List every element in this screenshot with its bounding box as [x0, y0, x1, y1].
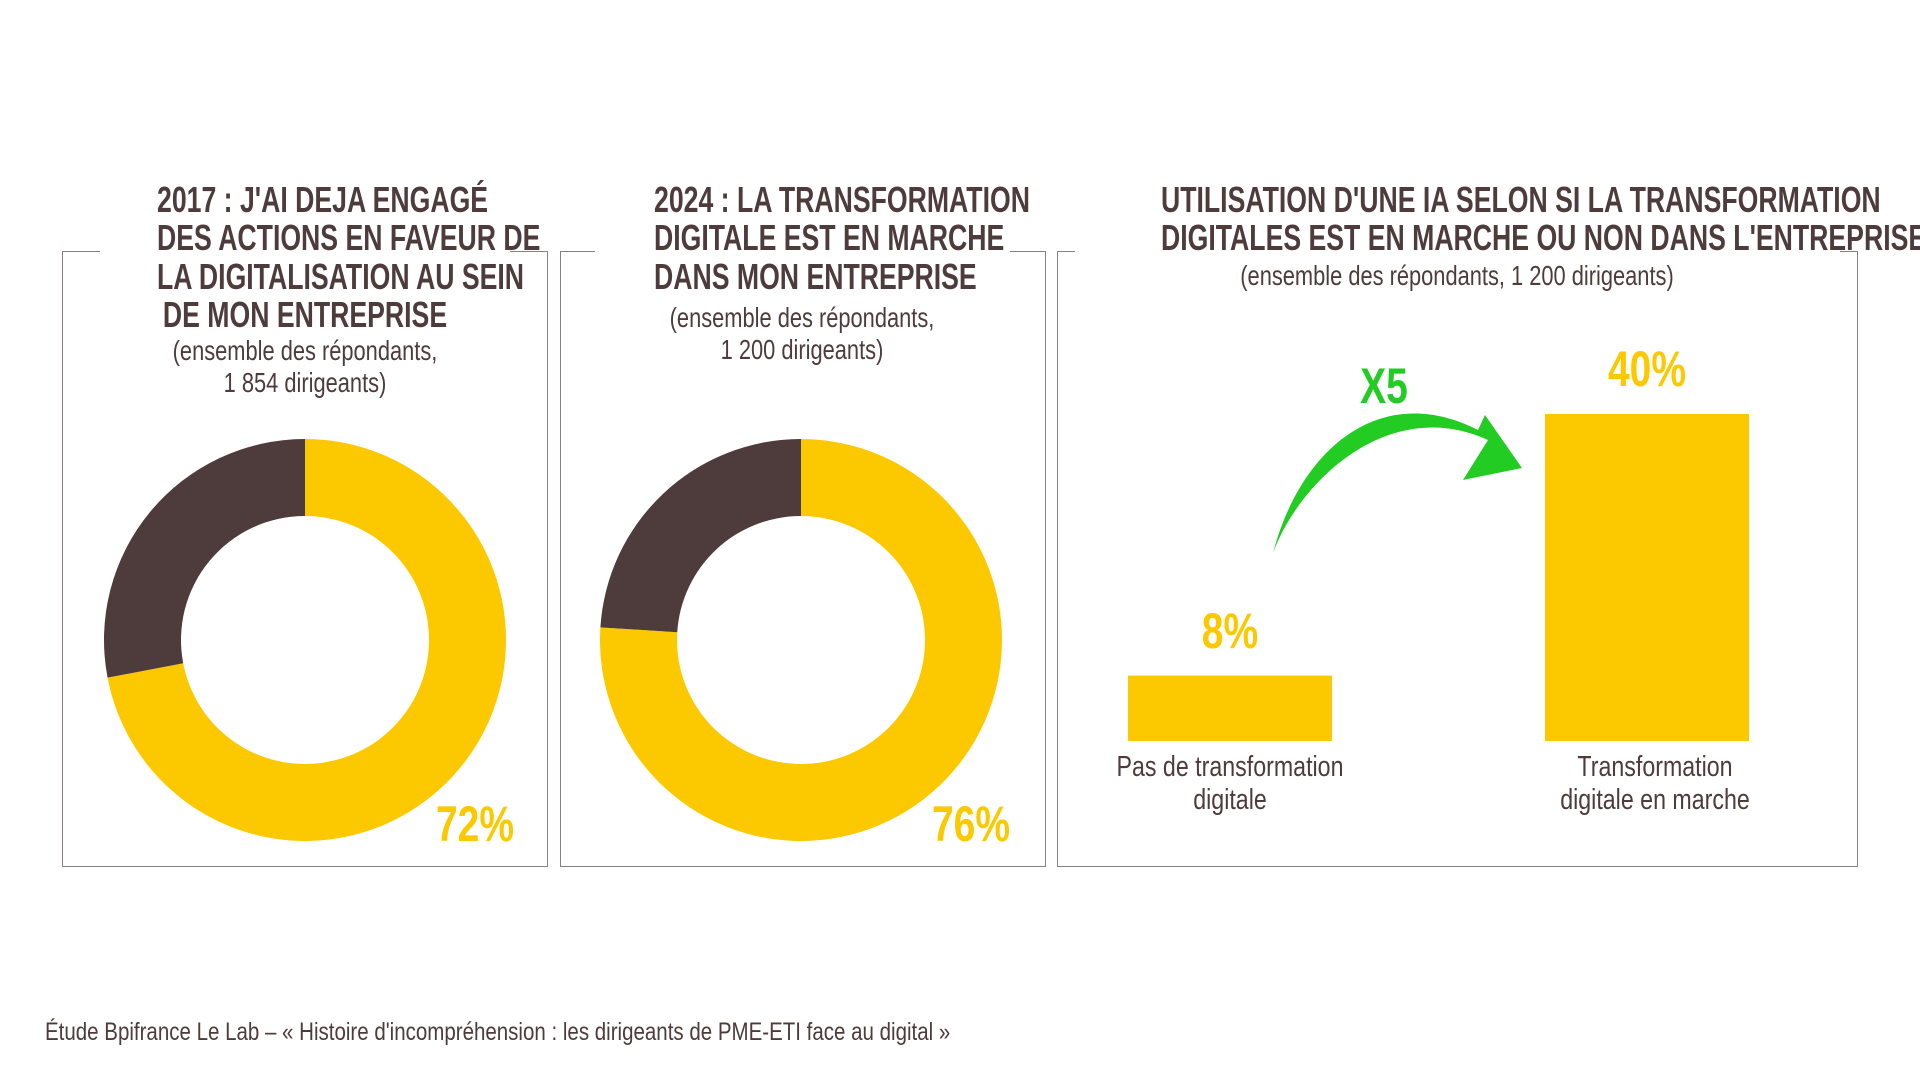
growth-arrow-icon: [1273, 413, 1522, 553]
chart2-title-line: DANS MON ENTREPRISE: [654, 256, 977, 297]
chart2-title-line: DIGITALE EST EN MARCHE: [654, 217, 1005, 258]
category-label-no-transformation: Pas de transformation digitale: [1070, 751, 1390, 817]
donut2-slice-no: [600, 439, 801, 633]
chart1-title-line: DE MON ENTREPRISE: [162, 294, 448, 335]
multiplier-annotation: X5: [1360, 358, 1408, 414]
category-line: digitale: [1193, 784, 1267, 816]
source-footer: Étude Bpifrance Le Lab – « Histoire d'in…: [45, 1018, 951, 1046]
donut1-slice-no: [103, 439, 305, 678]
donut2-slice-yes: [600, 439, 1002, 841]
chart1-subtitle: 1 854 dirigeants): [223, 367, 387, 398]
bar-label-no-transformation: 8%: [1201, 602, 1259, 659]
chart2-subtitle: (ensemble des répondants,: [669, 302, 935, 333]
donut2-label: 76%: [931, 796, 1011, 852]
donut1-slice-yes: [107, 439, 506, 841]
bar-1: [1545, 414, 1749, 741]
donut1-label: 72%: [435, 796, 515, 852]
category-label-transformation: Transformation digitale en marche: [1495, 751, 1815, 817]
chart1-subtitle: (ensemble des répondants,: [172, 335, 438, 366]
category-line: digitale en marche: [1560, 784, 1750, 816]
bar-0: [1128, 675, 1332, 741]
chart3-subtitle: (ensemble des répondants, 1 200 dirigean…: [1240, 260, 1674, 291]
chart2-subtitle: 1 200 dirigeants): [720, 334, 884, 365]
bar-label-transformation: 40%: [1607, 341, 1687, 397]
chart1-title-line: 2017 : J'AI DEJA ENGAGÉ: [157, 179, 489, 220]
category-line: Pas de transformation: [1116, 751, 1344, 783]
category-line: Transformation: [1577, 751, 1733, 783]
